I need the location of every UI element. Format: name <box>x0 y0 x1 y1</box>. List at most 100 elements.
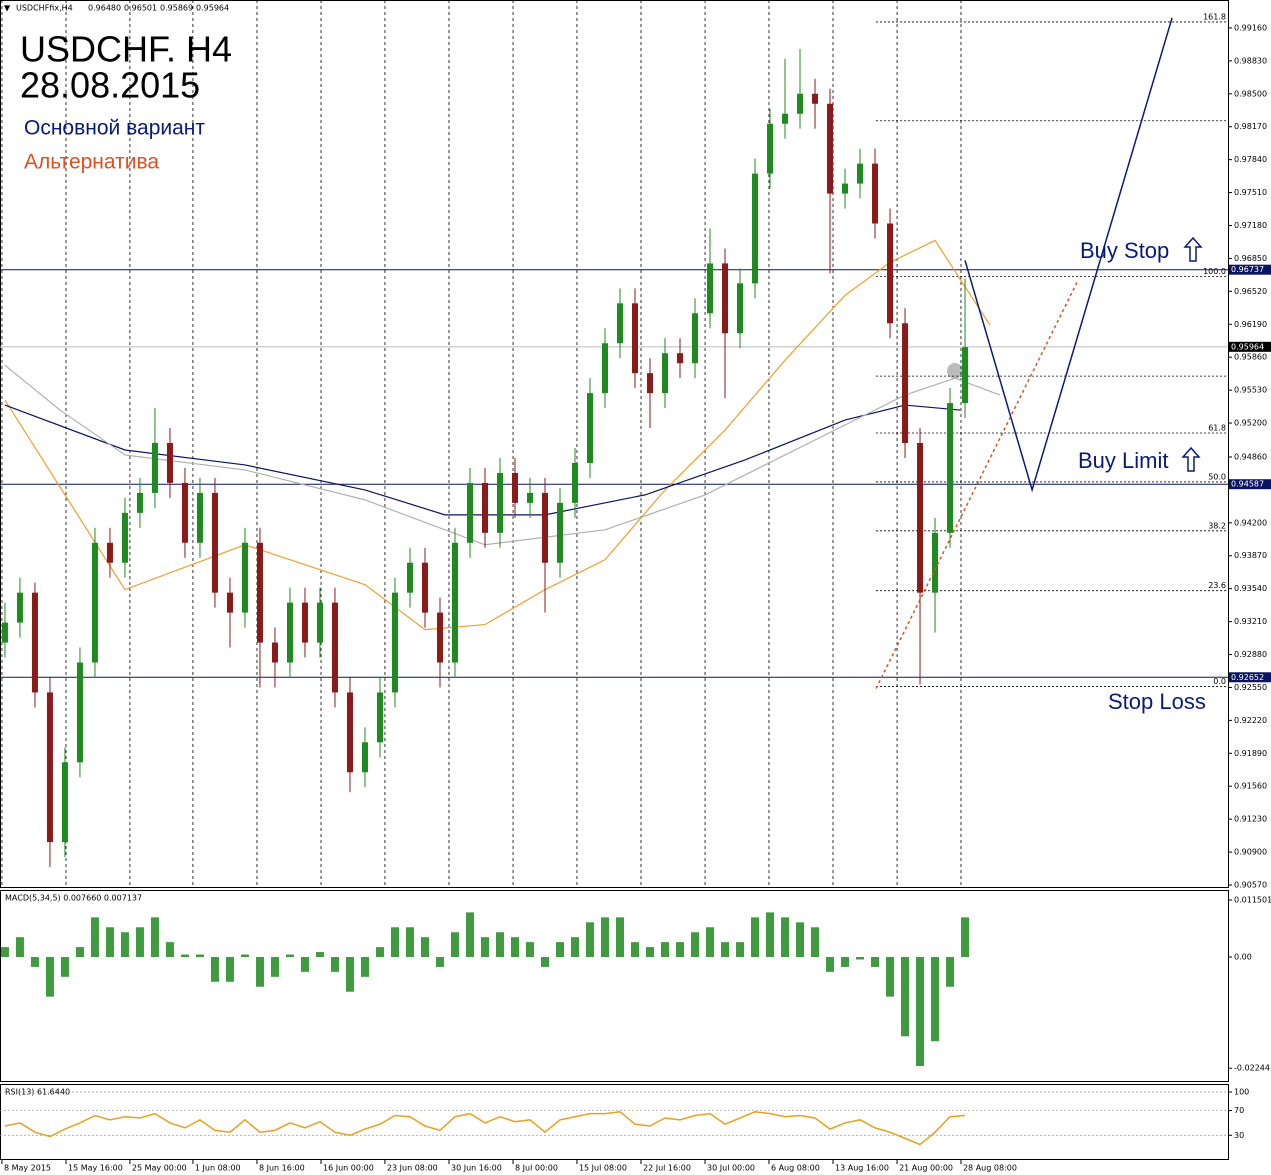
fibo-label: 50.0 <box>1208 472 1226 481</box>
x-tick-label: 1 Jun 08:00 <box>195 1164 241 1173</box>
y-tick-label: 0.95200 <box>1234 419 1267 428</box>
macd-bar <box>420 937 429 958</box>
candle-body <box>782 113 789 124</box>
macd-bar <box>540 957 549 967</box>
candle-body <box>256 542 263 643</box>
candle-body <box>647 373 654 394</box>
candle-body <box>331 602 338 693</box>
x-tick-label: 22 Jul 16:00 <box>643 1164 691 1173</box>
macd-bar <box>691 932 700 958</box>
y-tick-label: 0.011501 <box>1234 896 1271 905</box>
macd-bar <box>886 957 895 997</box>
fibo-label: 0.0 <box>1213 677 1226 686</box>
x-tick-label: 8 Jul 00:00 <box>515 1164 558 1173</box>
macd-bar <box>676 942 685 958</box>
x-tick-label: 30 Jul 00:00 <box>707 1164 755 1173</box>
marker <box>947 363 963 379</box>
y-tick-label: 0.91890 <box>1234 749 1267 758</box>
y-tick-label: 0.95860 <box>1234 353 1267 362</box>
macd-bar <box>661 942 670 958</box>
candle-body <box>887 223 894 324</box>
y-tick-label: 0.93540 <box>1234 584 1267 593</box>
macd-bar <box>751 917 760 958</box>
candle-body <box>556 502 563 563</box>
header-low: 0.95869 <box>160 4 193 13</box>
annotation: Buy Stop <box>1080 238 1169 263</box>
macd-bar <box>195 954 204 958</box>
candle-body <box>752 173 759 284</box>
y-tick-label: 0.96190 <box>1234 320 1267 329</box>
candle-body <box>917 443 924 593</box>
candle-body <box>722 263 729 334</box>
y-tick-label: 0.92880 <box>1234 650 1267 659</box>
candle-body <box>601 343 608 394</box>
x-tick-label: 13 Aug 16:00 <box>835 1164 889 1173</box>
macd-bar <box>90 917 99 958</box>
y-tick-label: 0.98830 <box>1234 56 1267 65</box>
macd-bar <box>736 942 745 958</box>
candle-body <box>316 602 323 643</box>
fibo-label: 100.0 <box>1203 267 1226 276</box>
x-tick-label: 21 Aug 00:00 <box>899 1164 953 1173</box>
candle-body <box>947 403 954 533</box>
chart-title: USDCHF. H4 <box>20 29 232 70</box>
candle-body <box>271 642 278 663</box>
macd-bar <box>946 957 955 987</box>
price-box <box>1229 341 1271 352</box>
forecast-line <box>875 280 1079 689</box>
y-tick-label: 0.00 <box>1234 953 1252 962</box>
candle-body <box>677 353 684 364</box>
candle-body <box>16 592 23 623</box>
annotation: Buy Limit <box>1078 448 1168 473</box>
candle-body <box>241 542 248 613</box>
macd-bar <box>165 942 174 958</box>
macd-bar <box>210 957 219 982</box>
macd-bar <box>480 937 489 958</box>
macd-bar <box>555 942 564 958</box>
y-tick-label: 0.93210 <box>1234 617 1267 626</box>
x-tick-label: 8 Jun 16:00 <box>259 1164 305 1173</box>
macd-bar <box>405 927 414 958</box>
candle-body <box>511 472 518 503</box>
macd-bar <box>435 957 444 967</box>
header-high: 0.96501 <box>124 4 157 13</box>
candle-body <box>812 93 819 104</box>
candle-body <box>121 512 128 563</box>
macd-bar <box>706 927 715 958</box>
fibo-label: 38.2 <box>1208 521 1226 530</box>
price-label: 0.95964 <box>1231 342 1264 351</box>
macd-bar <box>390 927 399 958</box>
macd-bar <box>285 954 294 958</box>
candle-body <box>797 93 804 114</box>
arrow-icon <box>1181 446 1201 472</box>
candle-body <box>376 692 383 743</box>
y-tick-label: 0.97840 <box>1234 155 1267 164</box>
header-close: 0.95964 <box>196 4 229 13</box>
macd-bar <box>826 957 835 972</box>
macd-bar <box>150 917 159 958</box>
candle-body <box>767 123 774 174</box>
macd-bar <box>375 947 384 958</box>
candle-body <box>857 163 864 184</box>
y-tick-label: 0.98170 <box>1234 122 1267 131</box>
macd-bar <box>961 917 970 958</box>
candle-body <box>902 323 909 444</box>
legend-label: Основной вариант <box>24 117 205 140</box>
macd-bar <box>916 957 925 1067</box>
header-arrow: ▼ <box>4 4 11 13</box>
candle-body <box>76 662 83 763</box>
candle-body <box>91 542 98 663</box>
macd-bar <box>856 957 865 960</box>
macd-bar <box>465 912 474 958</box>
header-open: 0.96480 <box>88 4 121 13</box>
candle-body <box>436 612 443 663</box>
x-tick-label: 23 Jun 08:00 <box>387 1164 438 1173</box>
macd-bar <box>525 942 534 958</box>
x-tick-label: 30 Jun 16:00 <box>451 1164 502 1173</box>
y-tick-label: 0.97510 <box>1234 188 1267 197</box>
macd-bar <box>646 947 655 958</box>
panel-title: MACD(5,34,5) 0.007660 0.007137 <box>5 894 142 903</box>
x-tick-label: 15 Jul 08:00 <box>579 1164 627 1173</box>
header-symbol: USDCHFfix,H4 <box>16 4 73 13</box>
